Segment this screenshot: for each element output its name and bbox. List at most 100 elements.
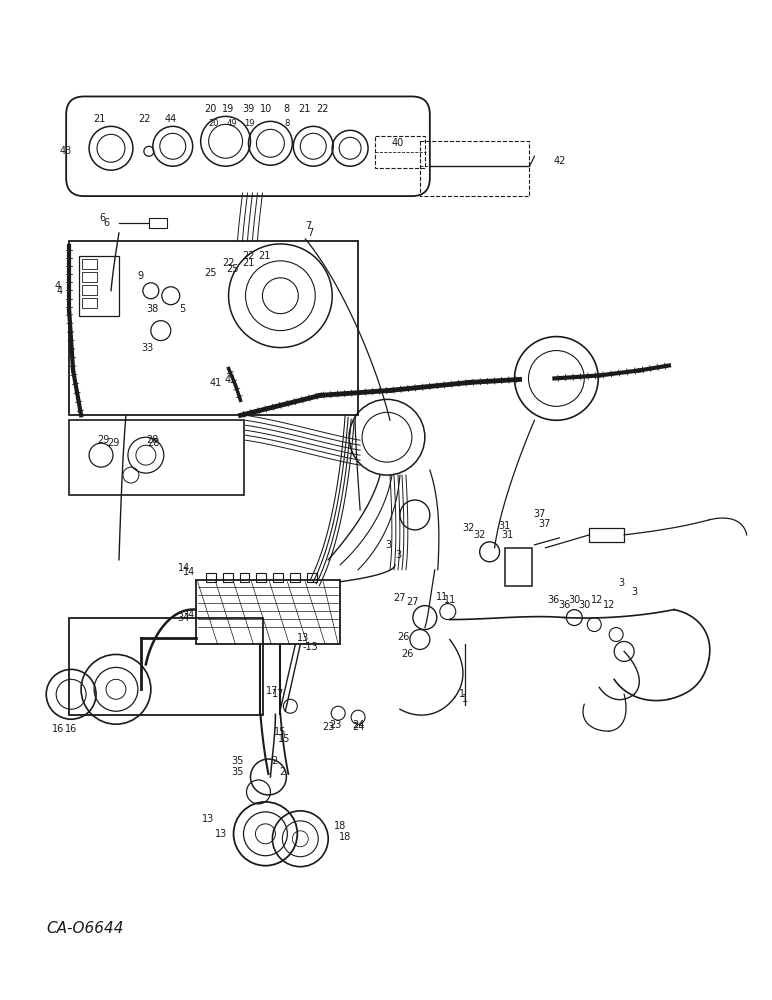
Text: 25: 25: [205, 268, 217, 278]
Text: 37: 37: [533, 509, 546, 519]
Text: 18: 18: [334, 821, 347, 831]
Bar: [307, 573, 317, 582]
Text: -13: -13: [303, 642, 318, 652]
Text: 4: 4: [56, 286, 63, 296]
Text: 14: 14: [183, 567, 195, 577]
Bar: [256, 573, 266, 582]
Bar: [420, 141, 530, 196]
Text: 41: 41: [225, 375, 237, 385]
Text: 29: 29: [107, 438, 119, 448]
Text: 21: 21: [242, 258, 255, 268]
Text: 40: 40: [392, 138, 404, 148]
Text: 16: 16: [52, 724, 64, 734]
Text: 22: 22: [222, 258, 235, 268]
Bar: [239, 573, 249, 582]
Text: CA-O6644: CA-O6644: [46, 921, 124, 936]
Text: 17: 17: [266, 686, 279, 696]
Bar: [195, 580, 340, 644]
Text: 39: 39: [242, 104, 255, 114]
Text: 10: 10: [260, 104, 273, 114]
Text: 19: 19: [244, 119, 255, 128]
Text: 17: 17: [273, 689, 285, 699]
Bar: [375, 136, 425, 168]
Text: 22: 22: [139, 114, 151, 124]
Text: 32: 32: [462, 523, 475, 533]
Text: 21: 21: [259, 251, 271, 261]
Text: 33: 33: [142, 343, 154, 353]
Text: 2: 2: [271, 756, 277, 766]
Bar: [82, 272, 97, 282]
Text: 3: 3: [618, 578, 625, 588]
Text: 24: 24: [352, 722, 364, 732]
Text: 43: 43: [60, 146, 73, 156]
Text: 3: 3: [631, 587, 637, 597]
Text: 15: 15: [274, 727, 286, 737]
Text: 34: 34: [178, 613, 190, 623]
Bar: [82, 285, 97, 295]
Text: 41: 41: [209, 378, 222, 388]
Bar: [222, 573, 232, 582]
Text: 31: 31: [502, 530, 513, 540]
Text: 30: 30: [568, 595, 581, 605]
Text: 13: 13: [201, 814, 214, 824]
Text: 12: 12: [591, 595, 604, 605]
Text: 2: 2: [279, 767, 286, 777]
Text: 1: 1: [462, 694, 468, 704]
Bar: [290, 573, 300, 582]
Text: 44: 44: [164, 114, 177, 124]
Text: 34: 34: [183, 610, 195, 620]
Bar: [69, 618, 263, 715]
Text: 13: 13: [297, 633, 310, 643]
Text: 27: 27: [407, 597, 419, 607]
Text: 25: 25: [226, 264, 239, 274]
Text: 22: 22: [316, 104, 328, 114]
Text: 38: 38: [147, 304, 159, 314]
Text: 6: 6: [99, 213, 105, 223]
Text: 21: 21: [93, 114, 105, 124]
Text: 36: 36: [547, 595, 560, 605]
Text: 23: 23: [329, 720, 341, 730]
Text: 26: 26: [397, 632, 409, 642]
Text: 28: 28: [147, 438, 160, 448]
Text: 11: 11: [435, 592, 448, 602]
Text: 35: 35: [232, 767, 244, 777]
Bar: [273, 573, 283, 582]
Text: 37: 37: [538, 519, 550, 529]
Text: 16: 16: [65, 724, 77, 734]
Bar: [79, 256, 119, 316]
Text: 7: 7: [307, 228, 313, 238]
Bar: [505, 548, 533, 586]
Text: 14: 14: [178, 563, 190, 573]
Bar: [589, 528, 624, 542]
Text: 27: 27: [394, 593, 406, 603]
Text: 19: 19: [222, 104, 235, 114]
Text: 31: 31: [499, 521, 511, 531]
Text: 23: 23: [322, 722, 334, 732]
Bar: [69, 420, 243, 495]
Text: 7: 7: [305, 221, 311, 231]
Text: 18: 18: [339, 832, 351, 842]
Text: 6: 6: [103, 218, 109, 228]
Text: 12: 12: [603, 600, 615, 610]
Text: 15: 15: [278, 734, 290, 744]
Text: 32: 32: [473, 530, 486, 540]
Text: 9: 9: [138, 271, 144, 281]
Text: 8: 8: [283, 104, 290, 114]
Bar: [69, 241, 358, 415]
Text: 21: 21: [298, 104, 310, 114]
Text: 36: 36: [558, 600, 571, 610]
Text: 30: 30: [578, 600, 591, 610]
Text: 4: 4: [54, 281, 60, 291]
Text: 13: 13: [215, 829, 227, 839]
Text: 28: 28: [147, 435, 159, 445]
Bar: [82, 259, 97, 269]
Bar: [82, 298, 97, 308]
Text: 20: 20: [208, 119, 219, 128]
Text: 26: 26: [401, 649, 414, 659]
Text: 11: 11: [444, 595, 456, 605]
Text: 5: 5: [180, 304, 186, 314]
Bar: [205, 573, 215, 582]
Text: 3: 3: [385, 540, 391, 550]
Text: 1: 1: [459, 689, 465, 699]
Bar: [149, 218, 167, 228]
